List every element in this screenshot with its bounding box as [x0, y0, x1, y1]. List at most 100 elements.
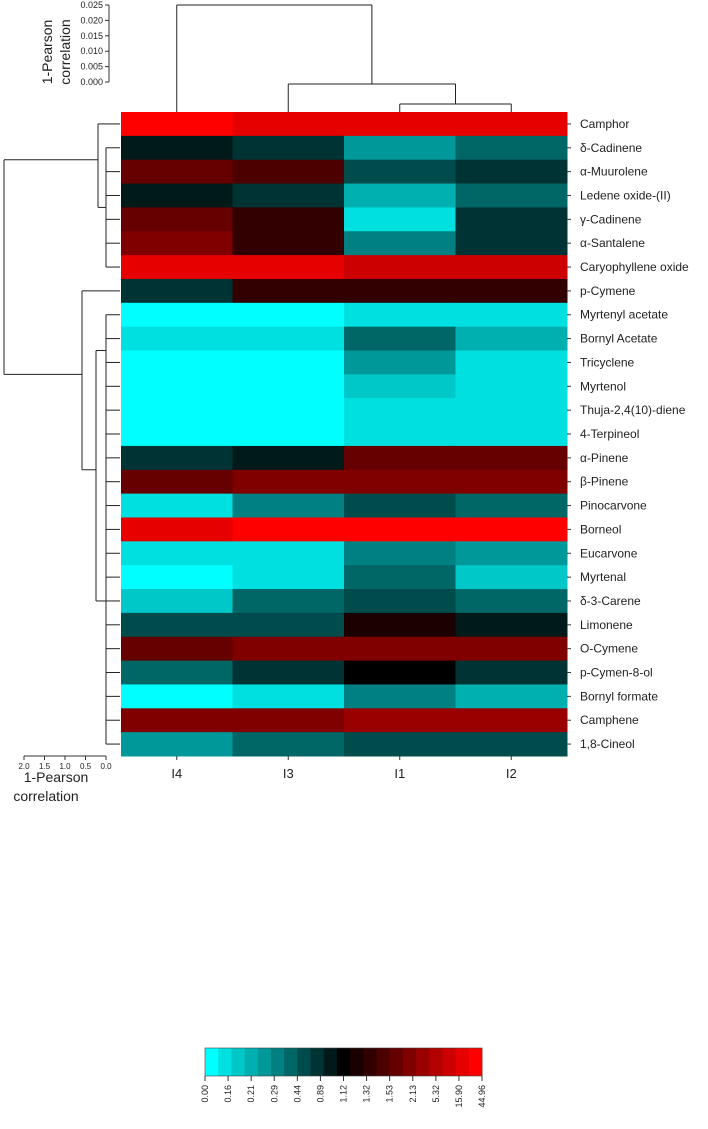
heatmap-cell: [232, 445, 345, 471]
heatmap-cell: [232, 612, 345, 638]
heatmap-cell: [232, 135, 345, 161]
heatmap-cell: [121, 278, 233, 304]
heatmap-cell: [455, 350, 568, 375]
row-label: Camphor: [580, 117, 629, 131]
color-key-swatch: [205, 1048, 219, 1076]
column-label: I3: [283, 766, 294, 781]
heatmap-cell: [455, 445, 568, 471]
color-key-swatch: [442, 1048, 457, 1076]
heatmap-cell: [121, 445, 233, 471]
row-label: δ-Cadinene: [580, 141, 642, 155]
heatmap-cell: [232, 517, 345, 542]
column-label: I4: [171, 766, 182, 781]
row-label: Limonene: [580, 618, 633, 632]
heatmap-cell: [121, 159, 233, 185]
heatmap-cell: [232, 589, 345, 614]
heatmap-cell: [121, 636, 233, 662]
row-dendrogram: [3, 123, 120, 745]
heatmap-cell: [455, 684, 568, 709]
row-label: 1,8-Cineol: [580, 737, 635, 751]
axis-tick-label: 1.5: [39, 762, 51, 771]
heatmap-cell: [344, 398, 456, 423]
heatmap-cell: [455, 660, 568, 685]
heatmap-cell: [121, 112, 233, 137]
row-label: β-Pinene: [580, 475, 629, 489]
heatmap-cell: [232, 255, 345, 280]
heatmap-cell: [344, 684, 456, 709]
heatmap-cell: [344, 469, 456, 495]
color-key-swatch: [350, 1048, 364, 1076]
heatmap-cell: [344, 589, 456, 614]
row-label: Thuja-2,4(10)-diene: [580, 403, 686, 417]
color-key-swatch: [297, 1048, 311, 1076]
heatmap-cell: [344, 374, 456, 399]
axis-tick-label: 0.020: [80, 15, 103, 25]
axis-title: 1-Pearson: [24, 769, 89, 785]
heatmap-cell: [344, 159, 456, 185]
row-label: Camphene: [580, 713, 639, 727]
heatmap-cell: [455, 636, 568, 662]
color-key-swatch: [284, 1048, 298, 1076]
heatmap-cell: [232, 398, 345, 423]
heatmap-cell: [232, 565, 345, 590]
heatmap-cell: [455, 183, 568, 208]
heatmap-cell: [455, 732, 568, 757]
heatmap-cell: [344, 255, 456, 280]
color-key-swatch: [336, 1048, 351, 1076]
heatmap-cell: [121, 207, 233, 232]
heatmap-cell: [121, 589, 233, 614]
axis-tick-label: 0.5: [80, 762, 92, 771]
heatmap-cell: [121, 708, 233, 733]
heatmap-cell: [232, 541, 345, 566]
heatmap-cell: [455, 207, 568, 232]
color-key-swatch: [270, 1048, 285, 1076]
row-label: Myrtenal: [580, 570, 626, 584]
heatmap-cell: [121, 541, 233, 566]
color-key-swatch: [429, 1048, 443, 1076]
row-label: Eucarvone: [580, 546, 638, 560]
row-label: α-Pinene: [580, 451, 629, 465]
heatmap-cell: [232, 112, 345, 137]
heatmap-cell: [121, 517, 233, 542]
heatmap-cell: [232, 350, 345, 375]
heatmap-cell: [121, 612, 233, 638]
heatmap-cell: [121, 255, 233, 280]
heatmap-cell: [344, 445, 456, 471]
heatmap-cell: [232, 159, 345, 185]
heatmap-cell: [344, 517, 456, 542]
heatmap-cell: [344, 422, 456, 447]
color-key-tick-label: 0.29: [269, 1085, 279, 1103]
color-key-swatch: [376, 1048, 391, 1076]
row-label: Tricyclene: [580, 355, 635, 369]
heatmap-cell: [121, 493, 233, 518]
heatmap-cell: [232, 684, 345, 709]
heatmap-cell: [344, 541, 456, 566]
axis-tick-label: 0.000: [80, 77, 103, 87]
color-key-tick-label: 1.12: [339, 1085, 349, 1103]
heatmap-cell: [344, 350, 456, 375]
heatmap-cell: [344, 732, 456, 757]
color-key-tick-label: 0.21: [246, 1085, 256, 1103]
heatmap-cell: [121, 684, 233, 709]
axis-tick-label: 1.0: [59, 762, 71, 771]
heatmap-cell: [455, 398, 568, 423]
heatmap-cell: [121, 231, 233, 256]
heatmap-cell: [344, 565, 456, 590]
color-key-tick-label: 0.44: [292, 1085, 302, 1103]
row-label: α-Muurolene: [580, 165, 648, 179]
color-key-swatch: [468, 1048, 483, 1076]
heatmap-cell: [455, 708, 568, 733]
color-key-swatch: [244, 1048, 259, 1076]
heatmap-cell: [455, 565, 568, 590]
heatmap-cell: [344, 135, 456, 161]
row-label: δ-3-Carene: [580, 594, 641, 608]
row-dendrogram-axis: 2.0 1.5 1.0 0.5 0.0 1-Pearson correlation: [13, 755, 112, 804]
column-dendrogram: [176, 4, 512, 112]
heatmap-cell: [344, 207, 456, 232]
heatmap-cell: [121, 422, 233, 447]
axis-title: correlation: [57, 19, 73, 84]
heatmap-cell: [344, 612, 456, 638]
heatmap-cell: [455, 517, 568, 542]
heatmap-cell: [121, 350, 233, 375]
